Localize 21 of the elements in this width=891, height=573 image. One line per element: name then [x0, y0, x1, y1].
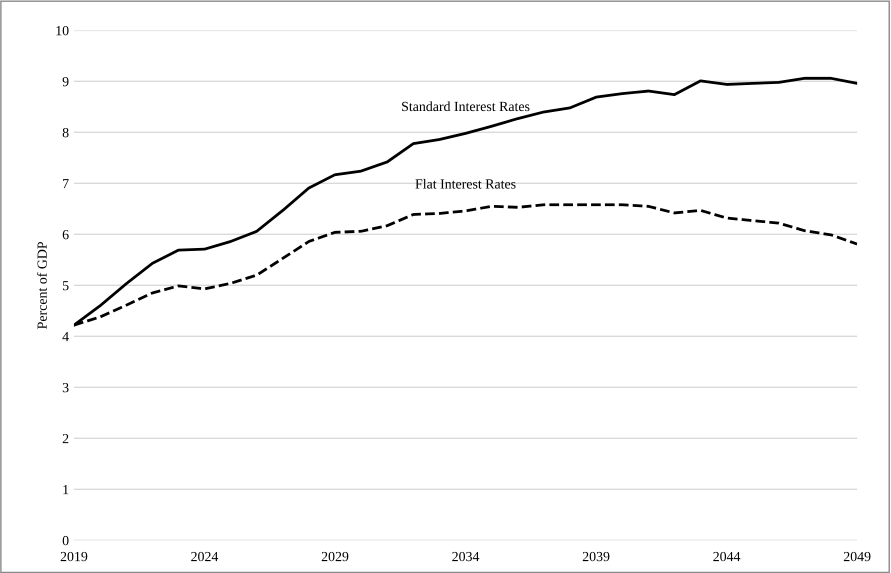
x-tick-label: 2049	[844, 552, 870, 562]
y-tick-label: 10	[56, 26, 69, 36]
y-tick-label: 7	[63, 179, 69, 188]
y-axis-title: Percent of GDP	[36, 242, 47, 329]
x-tick-label: 2019	[60, 552, 88, 562]
series-label: Flat Interest Rates	[415, 178, 516, 189]
y-tick-label: 5	[62, 281, 69, 290]
y-tick-label: 9	[62, 76, 69, 86]
x-tick-label: 2039	[582, 552, 610, 562]
y-tick-label: 4	[62, 332, 69, 342]
x-tick-label: 2024	[191, 552, 218, 562]
series-label: Standard Interest Rates	[402, 101, 530, 112]
y-tick-label: 0	[62, 536, 69, 546]
x-tick-label: 2044	[713, 552, 740, 562]
y-tick-label: 3	[62, 382, 69, 392]
y-tick-label: 1	[63, 484, 68, 494]
y-tick-label: 2	[62, 434, 68, 444]
x-tick-label: 2029	[322, 552, 348, 562]
x-tick-label: 2034	[452, 552, 480, 562]
y-tick-label: 8	[62, 128, 69, 138]
y-tick-label: 6	[62, 230, 69, 240]
